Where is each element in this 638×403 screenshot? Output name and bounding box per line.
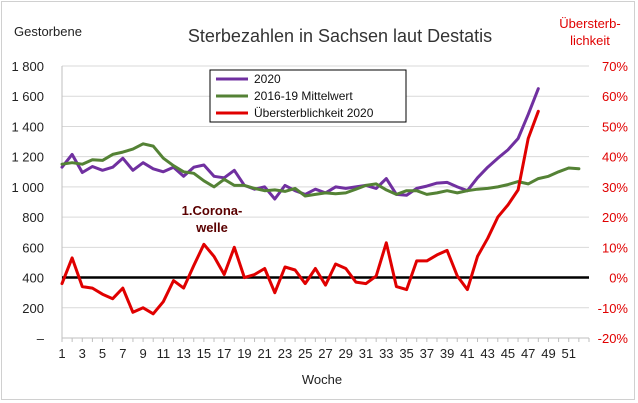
x-tick-label: 13 [176, 346, 190, 361]
x-tick-label: 25 [298, 346, 312, 361]
legend-label-uebersterblichkeit: Übersterblichkeit 2020 [254, 106, 374, 120]
x-tick-label: 35 [399, 346, 413, 361]
y-tick-label: 1 400 [11, 119, 44, 134]
x-tick-label: 29 [339, 346, 353, 361]
x-tick-label: 21 [257, 346, 271, 361]
y-right-tick-label: 0% [609, 271, 628, 286]
y-axis-ticks: – 200 400 600 800 1 000 1 200 1 400 1 600 1 800 [11, 59, 44, 346]
annotation-line2: welle [195, 220, 228, 235]
series-mittelwert-line [60, 142, 581, 198]
y-tick-label: 1 200 [11, 150, 44, 165]
legend: 2020 2016-19 Mittelwert Übersterblichkei… [209, 69, 407, 123]
y-right-tick-label: 50% [602, 119, 628, 134]
chart-title: Sterbezahlen in Sachsen laut Destatis [188, 26, 492, 46]
x-tick-label: 47 [521, 346, 535, 361]
x-tick-label: 37 [420, 346, 434, 361]
x-tick-label: 23 [278, 346, 292, 361]
x-tick-label: 45 [501, 346, 515, 361]
x-tick-label: 43 [480, 346, 494, 361]
y-tick-label: 400 [22, 271, 44, 286]
x-axis-ticks: 1 3 5 7 9 11 13 15 17 19 21 23 25 27 29 31 33 35 37 39 41 43 4… [58, 338, 590, 361]
y-right-tick-label: 70% [602, 59, 628, 74]
x-tick-label: 41 [460, 346, 474, 361]
y-right-axis-label-line2: lichkeit [570, 33, 610, 48]
y-right-tick-label: -10% [598, 301, 629, 316]
legend-label-mittelwert: 2016-19 Mittelwert [254, 89, 353, 103]
series-uebersterblichkeit-line [60, 109, 540, 316]
x-tick-label: 9 [139, 346, 146, 361]
x-tick-label: 33 [379, 346, 393, 361]
x-tick-label: 17 [217, 346, 231, 361]
y-right-tick-label: 10% [602, 240, 628, 255]
series-lines [60, 87, 581, 316]
y-right-tick-label: 20% [602, 210, 628, 225]
y-tick-label: 1 000 [11, 180, 44, 195]
x-tick-label: 5 [99, 346, 106, 361]
y-axis-label: Gestorbene [14, 24, 82, 39]
x-tick-label: 15 [197, 346, 211, 361]
x-tick-label: 19 [237, 346, 251, 361]
x-tick-label: 3 [79, 346, 86, 361]
y-tick-label: 200 [22, 301, 44, 316]
y-right-tick-label: 60% [602, 89, 628, 104]
y-right-tick-label: -20% [598, 331, 629, 346]
x-tick-label: 1 [58, 346, 65, 361]
y-tick-label: – [37, 331, 45, 346]
y-tick-label: 600 [22, 240, 44, 255]
y-right-tick-label: 40% [602, 150, 628, 165]
y-tick-label: 1 800 [11, 59, 44, 74]
y-right-axis-label-line1: Übersterb- [559, 16, 620, 31]
x-tick-label: 7 [119, 346, 126, 361]
y-tick-label: 1 600 [11, 89, 44, 104]
y-right-axis-ticks: -20% -10% 0% 10% 20% 30% 40% 50% 60% 70% [598, 59, 629, 346]
y-tick-label: 800 [22, 210, 44, 225]
legend-label-2020: 2020 [254, 72, 281, 86]
y-right-tick-label: 30% [602, 180, 628, 195]
x-tick-label: 49 [541, 346, 555, 361]
x-axis-label: Woche [302, 372, 342, 387]
x-tick-label: 27 [318, 346, 332, 361]
x-tick-label: 31 [359, 346, 373, 361]
x-tick-label: 39 [440, 346, 454, 361]
annotation-line1: 1.Corona- [182, 203, 243, 218]
x-tick-label: 51 [561, 346, 575, 361]
x-tick-label: 11 [157, 346, 171, 361]
